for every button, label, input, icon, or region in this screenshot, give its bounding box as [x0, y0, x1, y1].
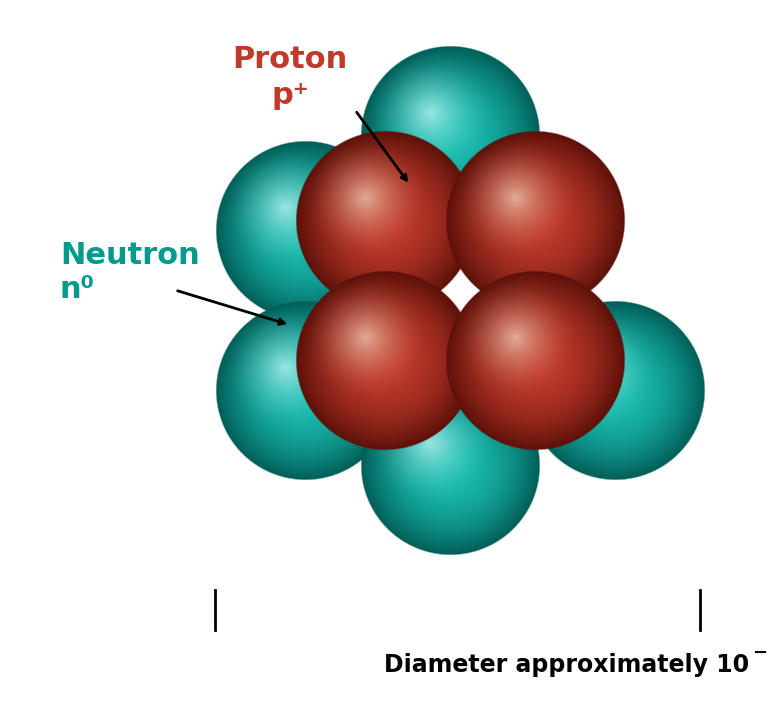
Text: p⁺: p⁺	[271, 81, 309, 109]
Text: Neutron: Neutron	[60, 241, 200, 269]
Text: Proton: Proton	[233, 46, 348, 74]
Text: Diameter approximately 10: Diameter approximately 10	[384, 653, 749, 677]
Text: n⁰: n⁰	[60, 276, 95, 304]
Text: −15: −15	[752, 644, 768, 662]
